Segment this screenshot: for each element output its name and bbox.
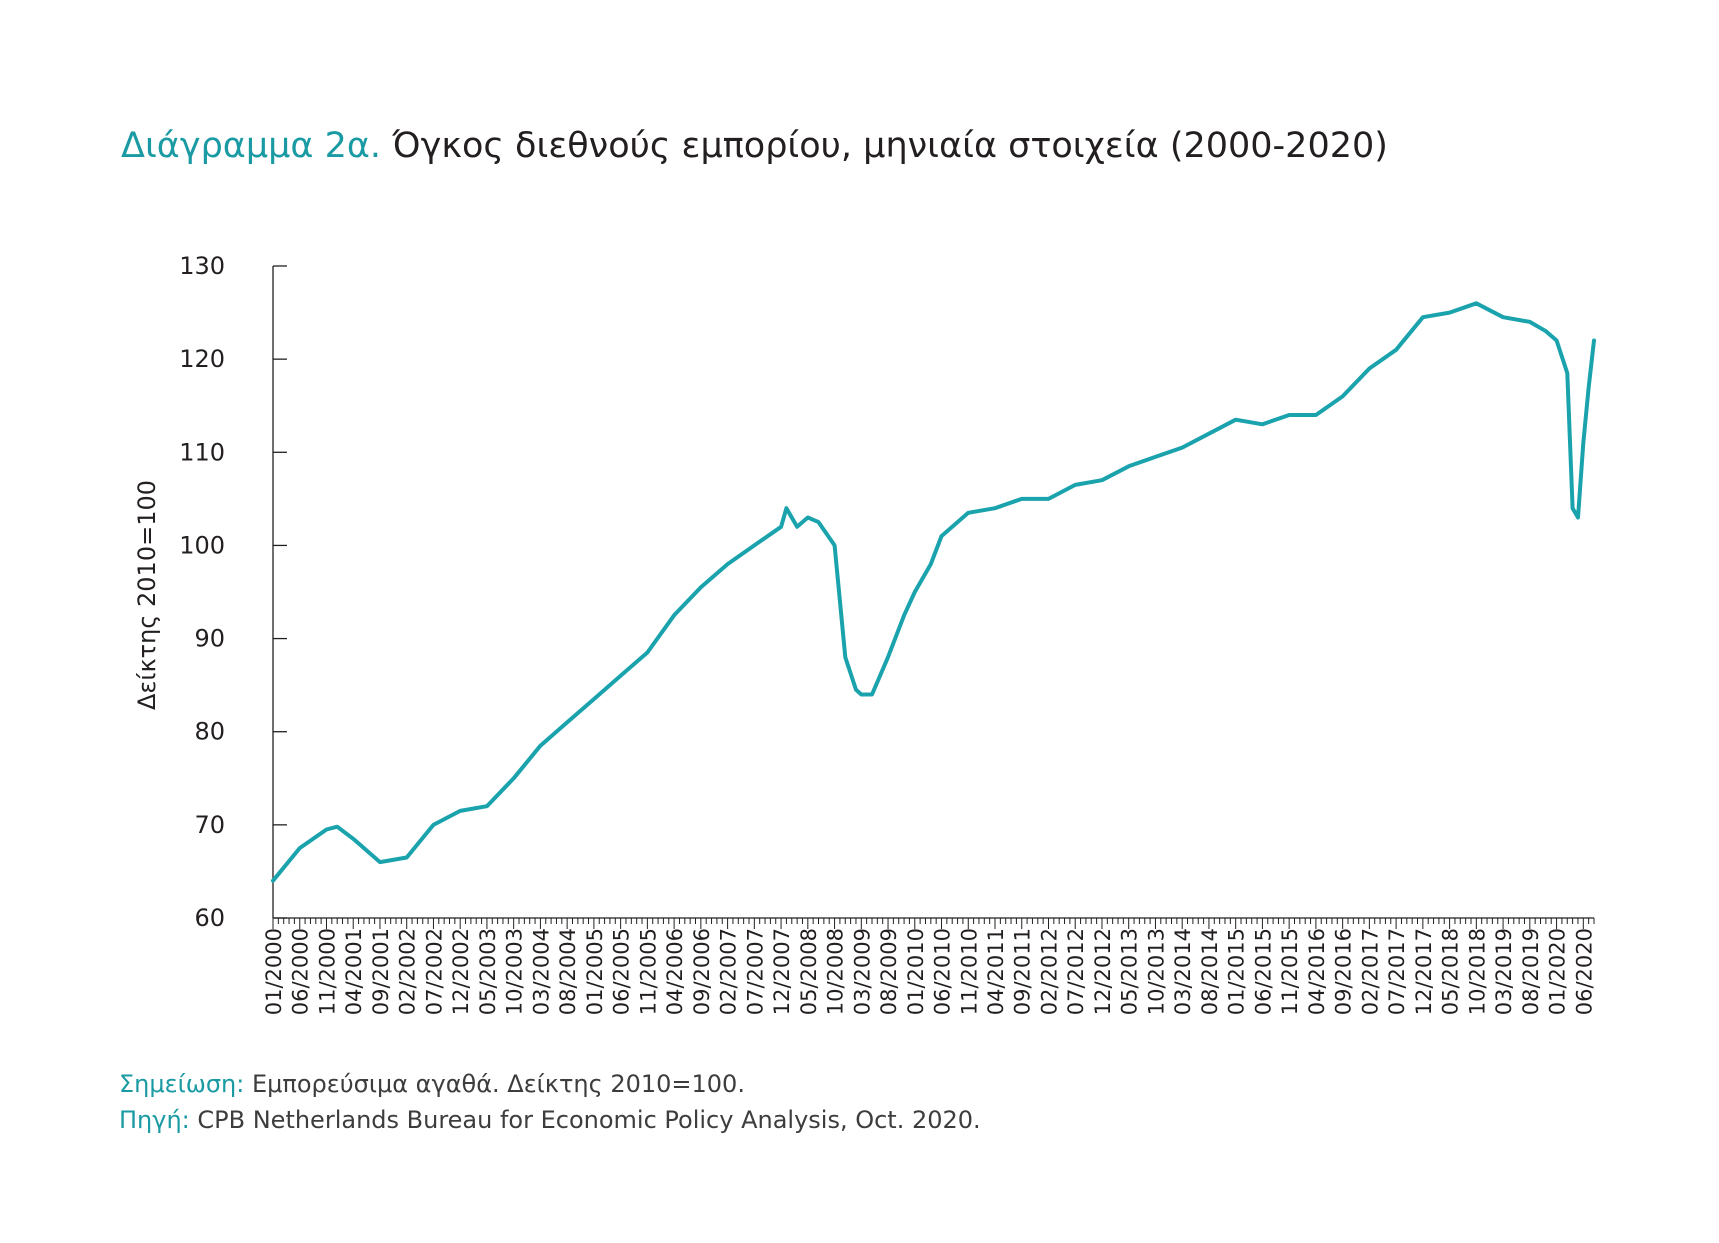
x-tick-label: 02/2007 [717,928,741,1015]
x-tick-label: 04/2006 [663,928,687,1015]
x-tick-label: 10/2008 [824,928,848,1015]
x-tick-label: 08/2009 [877,928,901,1015]
x-tick-label: 11/2000 [315,928,339,1015]
series-line-0 [271,301,1596,883]
x-tick-label: 07/2007 [743,928,767,1015]
x-tick-label: 05/2013 [1118,928,1142,1015]
x-tick-label: 01/2020 [1546,928,1570,1015]
chart-title-prefix: Διάγραμμα 2α. [121,126,382,166]
chart-notes: Σημείωση: Εμπορεύσιμα αγαθά. Δείκτης 201… [119,1066,981,1138]
x-tick-label: 12/2007 [770,928,794,1015]
x-tick-label: 03/2019 [1492,928,1516,1015]
x-tick-label: 02/2012 [1037,928,1061,1015]
x-tick-label: 03/2009 [850,928,874,1015]
x-tick-label: 05/2008 [797,928,821,1015]
x-tick-label: 07/2017 [1385,928,1409,1015]
x-tick-label: 12/2002 [449,928,473,1015]
y-tick-label: 130 [179,252,225,280]
x-tick-label: 09/2016 [1332,928,1356,1015]
x-tick-label: 03/2014 [1171,928,1195,1015]
y-tick-label: 100 [179,531,225,559]
x-tick-label: 07/2002 [422,928,446,1015]
source-line: Πηγή: CPB Netherlands Bureau for Economi… [119,1102,981,1138]
x-tick-label: 12/2012 [1091,928,1115,1015]
x-tick-label: 01/2015 [1225,928,1249,1015]
x-tick-label: 05/2018 [1439,928,1463,1015]
x-tick-label: 07/2012 [1064,928,1088,1015]
x-tick-label: 09/2011 [1011,928,1035,1015]
chart-title-main: Όγκος διεθνούς εμπορίου, μηνιαία στοιχεί… [392,126,1388,166]
x-tick-label: 11/2010 [957,928,981,1015]
x-tick-label: 03/2004 [529,928,553,1015]
x-tick-label: 06/2015 [1251,928,1275,1015]
x-tick-label: 10/2018 [1465,928,1489,1015]
x-tick-label: 06/2000 [289,928,313,1015]
x-tick-label: 01/2005 [583,928,607,1015]
y-tick-label: 80 [194,718,225,746]
note-label: Σημείωση: [119,1070,245,1098]
x-tick-label: 08/2004 [556,928,580,1015]
x-tick-label: 11/2005 [636,928,660,1015]
x-tick-label: 04/2001 [342,928,366,1015]
x-tick-label: 06/2020 [1572,928,1596,1015]
source-label: Πηγή: [119,1106,190,1134]
chart-title: Διάγραμμα 2α. Όγκος διεθνούς εμπορίου, μ… [121,126,1388,166]
x-axis: 01/2000 06/2000 11/2000 04/2001 09/2001 02/20… [262,917,1596,1015]
x-tick-label: 10/2013 [1144,928,1168,1015]
y-axis-label: Δείκτης 2010=100 [133,480,161,710]
x-tick-label: 09/2006 [690,928,714,1015]
y-tick-label: 110 [179,438,225,466]
x-tick-label: 08/2014 [1198,928,1222,1015]
x-tick-label: 09/2001 [369,928,393,1015]
x-tick-label: 10/2003 [503,928,527,1015]
x-tick-label: 02/2017 [1358,928,1382,1015]
x-tick-label: 08/2019 [1519,928,1543,1015]
x-tick-label: 11/2015 [1278,928,1302,1015]
x-tick-label: 01/2010 [904,928,928,1015]
x-tick-label: 04/2011 [984,928,1008,1015]
y-tick-label: 70 [194,811,225,839]
note-line: Σημείωση: Εμπορεύσιμα αγαθά. Δείκτης 201… [119,1066,981,1102]
y-tick-label: 90 [194,625,225,653]
x-tick-label: 04/2016 [1305,928,1329,1015]
x-tick-label: 12/2017 [1412,928,1436,1015]
note-text: Εμπορεύσιμα αγαθά. Δείκτης 2010=100. [244,1070,745,1098]
x-tick-label: 02/2002 [396,928,420,1015]
x-tick-label: 01/2000 [262,928,286,1015]
series-layer [271,301,1596,883]
y-tick-label: 60 [194,904,225,932]
y-axis: 60 70 80 90 100 110 120 130 [179,252,287,932]
y-tick-label: 120 [179,345,225,373]
x-tick-label: 06/2005 [610,928,634,1015]
source-text: CPB Netherlands Bureau for Economic Poli… [189,1106,981,1134]
x-tick-label: 05/2003 [476,928,500,1015]
x-tick-label: 06/2010 [931,928,955,1015]
